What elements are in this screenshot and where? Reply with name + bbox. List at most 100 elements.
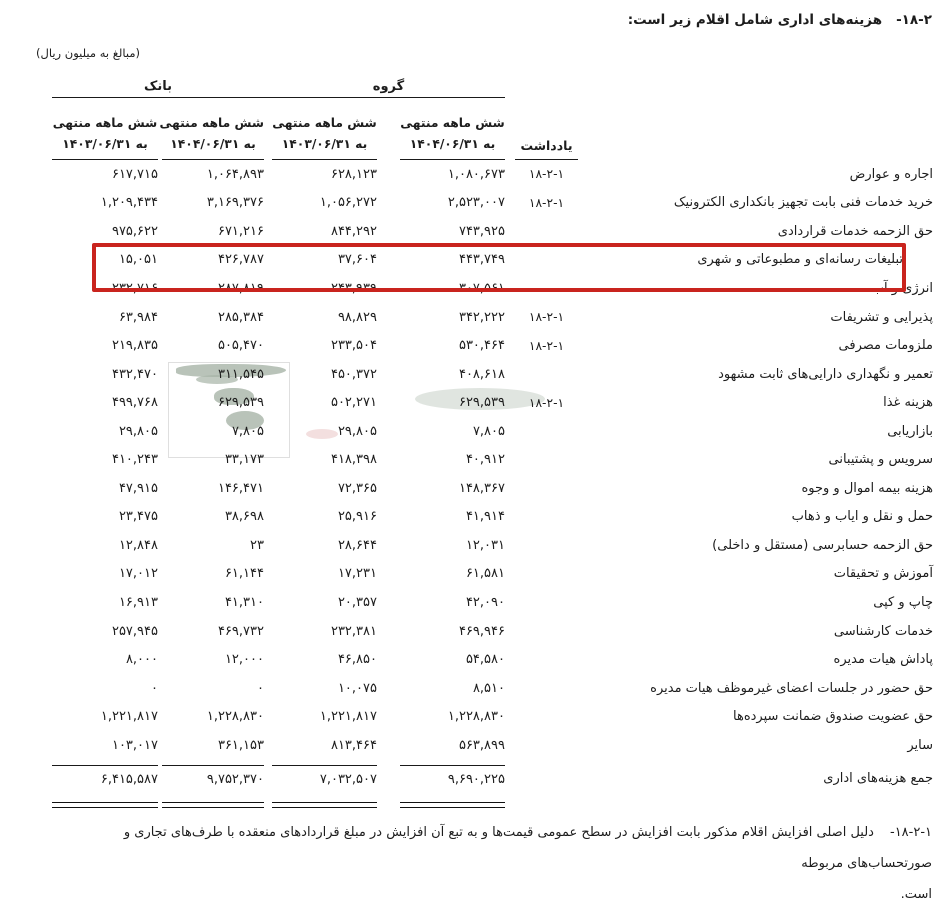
table-row: ۲۹,۸۰۵ ۷,۸۰۵ ۲۹,۸۰۵ ۷,۸۰۵ بازاریابی [52, 417, 933, 446]
table-group-header-row: بانک گروه [52, 62, 933, 98]
section-title: ۱۸-۲- هزینه‌های اداری شامل اقلام زیر است: [628, 12, 932, 28]
row-value-group-1404: ۴۱,۹۱۴ [465, 509, 505, 525]
row-value-bank-1403: ۹۷۵,۶۲۲ [111, 223, 158, 239]
row-value-bank-1404: ۳۳,۱۷۳ [224, 452, 264, 468]
watermark-blob [226, 411, 264, 430]
row-label: سرویس و پشتیبانی [828, 452, 933, 468]
row-value-group-1403: ۹۸,۸۲۹ [337, 309, 377, 325]
row-value-group-1403: ۴۵۰,۳۷۲ [330, 366, 377, 382]
row-value-group-1404: ۱۴۸,۳۶۷ [458, 480, 505, 496]
row-value-group-1404: ۴۴۳,۷۴۹ [458, 252, 505, 268]
row-label: آموزش و تحقیقات [833, 566, 933, 582]
table-row: ۲۵۷,۹۴۵ ۴۶۹,۷۳۲ ۲۳۲,۳۸۱ ۴۶۹,۹۴۶ خدمات کارشنا… [52, 617, 933, 646]
table-total-underline-row [52, 802, 933, 810]
row-label: حق عضویت صندوق ضمانت سپرده‌ها [733, 709, 933, 725]
row-value-group-1403: ۶۲۸,۱۲۳ [330, 166, 377, 182]
row-value-bank-1404: ۱,۰۶۴,۸۹۳ [206, 166, 264, 182]
period-date: به ۱۴۰۳/۰۶/۳۱ [281, 137, 368, 151]
note-header-label: یادداشت [520, 138, 573, 153]
row-note: ۱۸-۲-۱ [528, 310, 565, 324]
section-title-text: هزینه‌های اداری شامل اقلام زیر است: [627, 12, 883, 28]
row-value-bank-1403: ۱۲,۸۴۸ [118, 537, 158, 553]
row-value-bank-1404: ۷,۸۰۵ [231, 423, 264, 439]
row-value-group-1403: ۲۹,۸۰۵ [337, 423, 377, 439]
row-value-bank-1404: ۲۸۵,۳۸۴ [217, 309, 264, 325]
footnote-line2: است. [900, 887, 932, 902]
row-value-bank-1403: ۲۹,۸۰۵ [118, 423, 158, 439]
row-label: اجاره و عوارض [849, 166, 933, 182]
row-value-group-1404: ۴۲,۰۹۰ [465, 594, 505, 610]
table-row: ۱,۲۰۹,۴۳۴ ۳,۱۶۹,۳۷۶ ۱,۰۵۶,۲۷۲ ۲,۵۲۳,۰۰۷ ۱۸-۲… [52, 189, 933, 218]
row-label: خدمات کارشناسی [833, 623, 933, 639]
period-line: شش ماهه منتهی [159, 116, 264, 130]
row-value-bank-1404: ۳۶۱,۱۵۳ [217, 737, 264, 753]
row-value-bank-1403: ۶۱۷,۷۱۵ [111, 166, 158, 182]
row-value-group-1404: ۲,۵۲۳,۰۰۷ [447, 195, 505, 211]
table-row: ۸,۰۰۰ ۱۲,۰۰۰ ۴۶,۸۵۰ ۵۴,۵۸۰ پاداش هیات مدیره [52, 645, 933, 674]
row-label: تبلیغات رسانه‌ای و مطبوعاتی و شهری [697, 252, 903, 268]
table-row: ۱۰۳,۰۱۷ ۳۶۱,۱۵۳ ۸۱۳,۴۶۴ ۵۶۳,۸۹۹ سایر [52, 731, 933, 760]
row-note: ۱۸-۲-۱ [528, 395, 565, 410]
row-value-bank-1403: ۰ [151, 680, 158, 696]
row-value-bank-1404: ۶۲۹,۵۳۹ [217, 395, 264, 411]
row-value-bank-1403: ۸,۰۰۰ [125, 652, 158, 668]
row-value-group-1404: ۴۰۸,۶۱۸ [458, 366, 505, 382]
row-value-bank-1404: ۱۲,۰۰۰ [224, 652, 264, 668]
row-value-group-1403: ۱۷,۲۳۱ [337, 566, 377, 582]
watermark-blob [196, 375, 238, 384]
row-value-group-1404: ۷۴۳,۹۲۵ [458, 223, 505, 239]
row-value-group-1403: ۲۰,۳۵۷ [337, 594, 377, 610]
table-rows: ۶۱۷,۷۱۵ ۱,۰۶۴,۸۹۳ ۶۲۸,۱۲۳ ۱,۰۸۰,۶۷۳ ۱۸-۲-۱ اج… [52, 160, 933, 759]
row-value-group-1403: ۱,۰۵۶,۲۷۲ [319, 195, 377, 211]
watermark-blob [214, 388, 254, 405]
row-value-bank-1403: ۶۳,۹۸۴ [118, 309, 158, 325]
row-value-group-1404: ۶۲۹,۵۳۹ [458, 395, 505, 411]
row-value-group-1403: ۷۲,۳۶۵ [337, 480, 377, 496]
row-label: هزینه غذا [883, 395, 933, 411]
row-value-group-1404: ۱,۰۸۰,۶۷۳ [447, 166, 505, 182]
total-label: جمع هزینه‌های اداری [823, 771, 933, 787]
footnote-line1: ۱۸-۲-۱-دلیل اصلی افزایش اقلام مذکور بابت… [92, 817, 932, 879]
row-value-group-1404: ۴۶۹,۹۴۶ [458, 623, 505, 639]
footnote-text: دلیل اصلی افزایش اقلام مذکور بابت افزایش… [123, 825, 932, 871]
row-note: ۱۸-۲-۱ [528, 167, 565, 182]
row-value-bank-1403: ۱۷,۰۱۲ [118, 566, 158, 582]
row-value-group-1404: ۷,۸۰۵ [472, 423, 505, 439]
row-label: بازاریابی [887, 423, 933, 439]
row-label: حق الزحمه خدمات قراردادی [777, 223, 933, 239]
row-value-group-1403: ۸۴۴,۲۹۲ [330, 223, 377, 239]
row-value-group-1403: ۴۱۸,۳۹۸ [330, 452, 377, 468]
row-label: چاپ و کپی [873, 594, 933, 610]
section-number: ۱۸-۲- [896, 12, 932, 28]
period-date: به ۱۴۰۴/۰۶/۳۱ [409, 137, 496, 151]
row-value-bank-1403: ۱۵,۰۵۱ [118, 252, 158, 268]
row-value-bank-1404: ۲۳ [250, 537, 264, 553]
row-value-group-1403: ۳۷,۶۰۴ [337, 252, 377, 268]
document-page: ۱۸-۲- هزینه‌های اداری شامل اقلام زیر است:… [36, 12, 933, 902]
column-header-note: یادداشت [515, 138, 578, 160]
column-header-group-1404: شش ماهه منتهی به ۱۴۰۴/۰۶/۳۱ [400, 113, 505, 160]
row-value-bank-1404: ۳۸,۶۹۸ [224, 509, 264, 525]
double-rule [162, 802, 264, 809]
row-value-bank-1403: ۱۶,۹۱۳ [118, 594, 158, 610]
row-value-bank-1403: ۲۳,۴۷۵ [118, 509, 158, 525]
row-value-bank-1403: ۲۱۹,۸۳۵ [111, 338, 158, 354]
column-header-bank-1403: شش ماهه منتهی به ۱۴۰۳/۰۶/۳۱ [52, 113, 158, 160]
row-value-bank-1403: ۴۹۹,۷۶۸ [111, 395, 158, 411]
period-line: شش ماهه منتهی [272, 116, 377, 130]
column-header-group-1403: شش ماهه منتهی به ۱۴۰۳/۰۶/۳۱ [272, 113, 377, 160]
column-header-bank-1404: شش ماهه منتهی به ۱۴۰۴/۰۶/۳۱ [159, 113, 264, 160]
row-value-group-1403: ۲۳۲,۳۸۱ [330, 623, 377, 639]
row-value-group-1404: ۵۶۳,۸۹۹ [458, 737, 505, 753]
row-value-bank-1404: ۰ [257, 680, 264, 696]
row-label: حق الزحمه حسابرسی (مستقل و داخلی) [712, 537, 933, 553]
row-value-bank-1404: ۵۰۵,۴۷۰ [217, 338, 264, 354]
row-note: ۱۸-۲-۱ [528, 195, 565, 210]
watermark-blob-pink [306, 429, 338, 439]
table-row: ۱۷,۰۱۲ ۶۱,۱۴۴ ۱۷,۲۳۱ ۶۱,۵۸۱ آموزش و تحقیقات [52, 560, 933, 589]
table-row: ۴۹۹,۷۶۸ ۶۲۹,۵۳۹ ۵۰۲,۲۷۱ ۶۲۹,۵۳۹ ۱۸-۲-۱ هزینه … [52, 388, 933, 417]
expenses-table: بانک گروه شش ماهه منتهی به ۱۴۰۳/۰۶/۳۱ شش… [52, 62, 933, 810]
table-row: ۰ ۰ ۱۰,۰۷۵ ۸,۵۱۰ حق حضور در جلسات اعضای غیرم… [52, 674, 933, 703]
row-label: خرید خدمات فنی بابت تجهیز بانکداری الکتر… [673, 195, 933, 211]
row-value-group-1404: ۵۳۰,۴۶۴ [458, 338, 505, 354]
